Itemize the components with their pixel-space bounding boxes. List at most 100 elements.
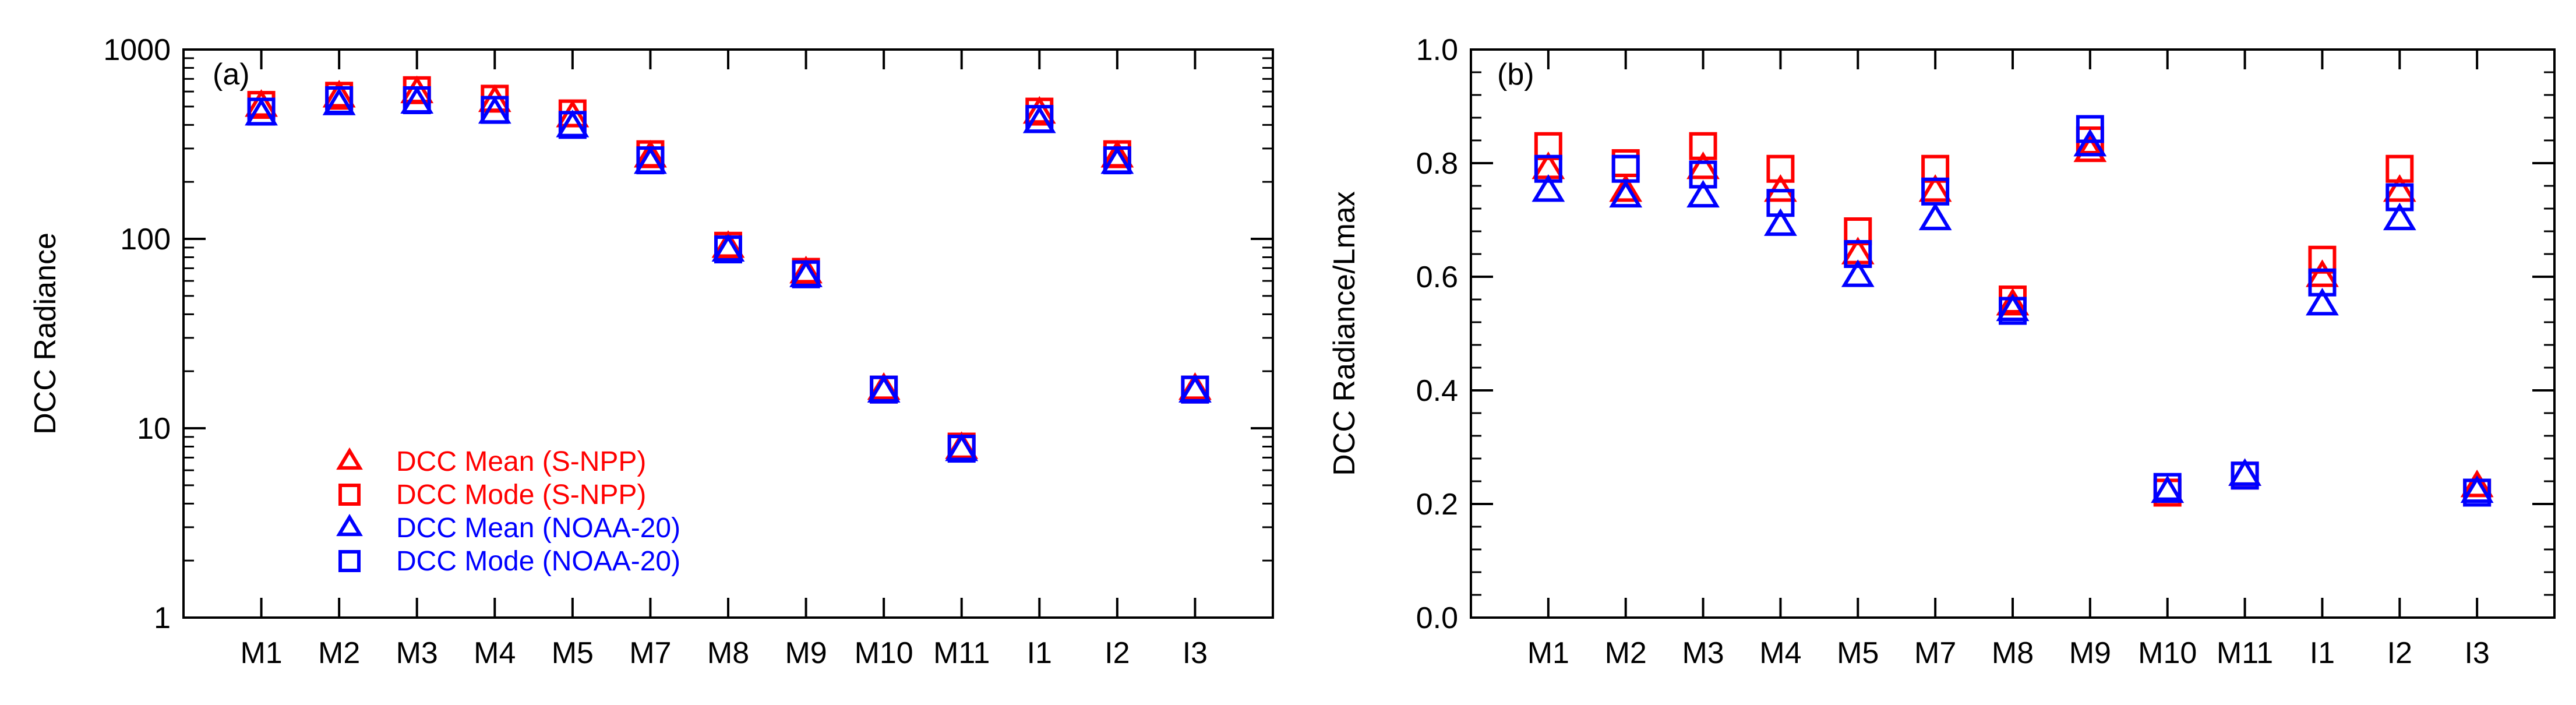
panel-a: 1 10 100 1000 M1 M2 M3 M4 M5 M7 M8 M9 M10 M11 I1 I2 I3 DC… — [29, 33, 1274, 670]
marker-mode_noaa20-m4 — [1766, 189, 1795, 217]
y-tick-label: 100 — [120, 223, 171, 256]
marker-mode_noaa20-m5 — [1844, 240, 1872, 268]
legend-label-mean_snpp: DCC Mean (S-NPP) — [396, 446, 646, 477]
marker-mode_noaa20-m1 — [1534, 154, 1562, 183]
x-tick-label-m4: M4 — [1759, 636, 1801, 670]
marker-mode_noaa20-m11 — [947, 435, 976, 463]
y-tick-label: 10 — [137, 412, 171, 446]
marker-mean_snpp-m8 — [1996, 287, 2030, 316]
marker-mean_snpp-m9 — [2073, 134, 2107, 163]
x-tick-label-m5: M5 — [1837, 636, 1879, 670]
x-tick-label-m7: M7 — [1914, 636, 1956, 670]
marker-mean_noaa20-m5 — [1841, 259, 1875, 287]
legend-label-mode_snpp: DCC Mode (S-NPP) — [396, 480, 646, 510]
marker-mode_noaa20-i3 — [2463, 478, 2492, 507]
marker-mode_noaa20-m2 — [1611, 154, 1640, 183]
x-tick-label-i2: I2 — [2387, 636, 2412, 670]
y-tick-label: 0.8 — [1416, 147, 1458, 181]
marker-mean_snpp-m7 — [1918, 174, 1952, 202]
legend-marker-mean_snpp — [336, 447, 363, 470]
marker-mean_noaa20-i1 — [2306, 287, 2339, 316]
x-tick-label-m7: M7 — [629, 636, 671, 670]
panel-label: (a) — [213, 58, 250, 91]
marker-mode_noaa20-m8 — [714, 235, 742, 264]
x-tick-label-i2: I2 — [1104, 636, 1130, 670]
marker-mean_noaa20-m4 — [1764, 208, 1797, 236]
x-tick-label-m1: M1 — [1527, 636, 1569, 670]
marker-mean_snpp-i1 — [1022, 96, 1056, 124]
x-tick-label-m10: M10 — [855, 636, 913, 670]
marker-mode_noaa20-i2 — [1103, 146, 1131, 175]
marker-mode_snpp-m2 — [1611, 149, 1640, 177]
panel-label: (b) — [1497, 58, 1534, 91]
legend-marker-mode_snpp — [338, 484, 361, 506]
marker-mode_noaa20-i2 — [2386, 183, 2414, 211]
marker-mode_snpp-i2 — [2386, 154, 2414, 183]
x-tick-label-m8: M8 — [707, 636, 749, 670]
marker-mean_snpp-m8 — [711, 230, 745, 258]
marker-mean_noaa20-m7 — [1918, 202, 1952, 231]
marker-mode_noaa20-m8 — [1999, 297, 2027, 325]
marker-mean_noaa20-m2 — [1609, 179, 1643, 208]
marker-mean_noaa20-i3 — [2460, 475, 2494, 503]
x-tick-label-m2: M2 — [1605, 636, 1647, 670]
x-tick-label-i3: I3 — [1183, 636, 1208, 670]
x-tick-label-m1: M1 — [240, 636, 282, 670]
marker-mean_snpp-m2 — [322, 80, 356, 108]
marker-mode_snpp-m3 — [1689, 132, 1717, 160]
marker-mode_noaa20-m11 — [2231, 461, 2259, 490]
y-tick-label: 0.4 — [1416, 374, 1458, 408]
marker-mean_snpp-m2 — [1609, 174, 1643, 202]
marker-mode_noaa20-m2 — [325, 86, 354, 114]
marker-mean_noaa20-m10 — [2151, 475, 2185, 503]
marker-mode_noaa20-m10 — [870, 375, 898, 404]
x-tick-label-m9: M9 — [2069, 636, 2111, 670]
y-tick-label: 0.6 — [1416, 260, 1458, 294]
marker-mode_noaa20-m10 — [2153, 473, 2182, 501]
marker-mode_noaa20-m7 — [1921, 177, 1950, 206]
marker-mean_noaa20-m9 — [2073, 128, 2107, 157]
y-tick-label: 1.0 — [1416, 33, 1458, 67]
x-tick-label-m3: M3 — [1682, 636, 1724, 670]
marker-mode_noaa20-m7 — [636, 146, 665, 175]
marker-mean_noaa20-m11 — [2228, 458, 2261, 486]
legend-marker-mode_noaa20 — [338, 550, 361, 572]
y-tick-label: 0.0 — [1416, 601, 1458, 635]
marker-mean_noaa20-m1 — [1532, 174, 1565, 202]
marker-mode_snpp-m4 — [1766, 154, 1795, 183]
plot-frame — [1470, 48, 2556, 619]
x-tick-label-m3: M3 — [396, 636, 438, 670]
marker-mode_noaa20-m1 — [247, 97, 276, 126]
y-axis-title: DCC Radiance/Lmax — [1328, 191, 1361, 475]
marker-mean_noaa20-m8 — [1996, 293, 2030, 322]
marker-mode_noaa20-m3 — [403, 86, 431, 114]
y-tick-label: 1000 — [103, 33, 171, 67]
legend-label-mean_noaa20: DCC Mean (NOAA-20) — [396, 513, 680, 544]
legend-label-mode_noaa20: DCC Mode (NOAA-20) — [396, 546, 680, 577]
x-tick-label-m11: M11 — [933, 636, 990, 670]
marker-mean_snpp-m3 — [1686, 151, 1720, 179]
y-axis-title: DCC Radiance — [29, 232, 62, 435]
y-tick-label: 1 — [154, 601, 171, 635]
panel-b: 0.0 0.2 0.4 0.6 0.8 1.0 M1 M2 M3 M4 M5 M7 M8 M9 M10 M11… — [1328, 33, 2556, 670]
marker-mode_noaa20-m4 — [481, 96, 509, 124]
legend-marker-mean_noaa20 — [336, 513, 363, 537]
marker-mean_snpp-m4 — [1764, 174, 1797, 202]
x-tick-label-m9: M9 — [785, 636, 827, 670]
x-tick-label-i3: I3 — [2464, 636, 2489, 670]
x-tick-label-m8: M8 — [1992, 636, 2034, 670]
marker-mode_noaa20-m9 — [2076, 115, 2104, 143]
marker-mean_snpp-i2 — [2383, 174, 2416, 202]
x-tick-label-m11: M11 — [2217, 636, 2273, 670]
marker-mean_snpp-m9 — [789, 255, 823, 284]
marker-mean_snpp-i1 — [2306, 259, 2339, 287]
x-tick-label-m10: M10 — [2138, 636, 2197, 670]
marker-mean_noaa20-m1 — [245, 97, 278, 126]
x-tick-label-i1: I1 — [1027, 636, 1052, 670]
y-tick-label: 0.2 — [1416, 488, 1458, 521]
marker-mode_noaa20-i1 — [2308, 268, 2337, 297]
marker-mean_noaa20-m8 — [711, 234, 745, 262]
marker-mode_noaa20-i1 — [1025, 105, 1054, 133]
x-tick-label-m5: M5 — [552, 636, 594, 670]
